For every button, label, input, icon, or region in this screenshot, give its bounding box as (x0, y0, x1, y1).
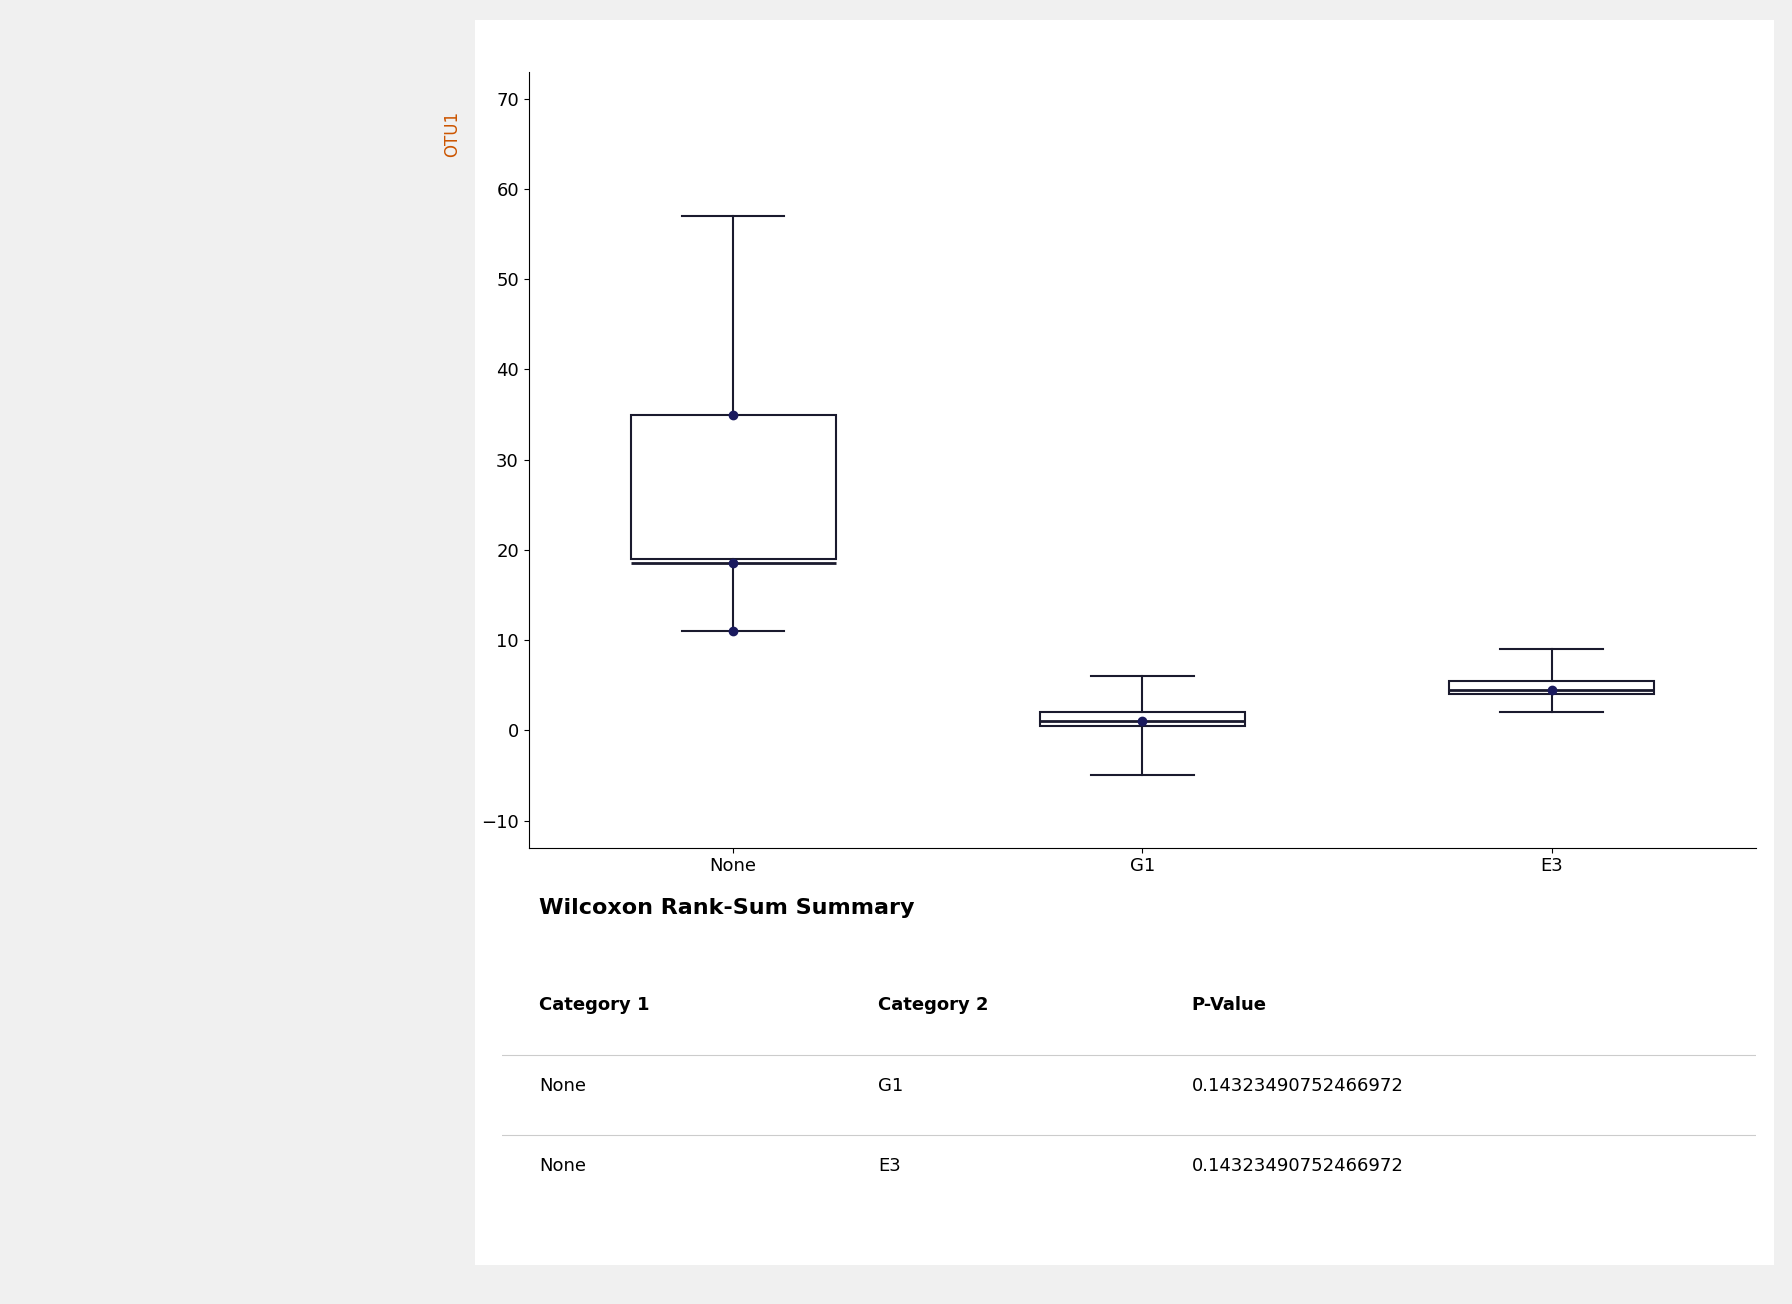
Text: G1: G1 (878, 1077, 903, 1094)
Text: 0.14323490752466972: 0.14323490752466972 (1192, 1077, 1403, 1094)
Text: 0.14323490752466972: 0.14323490752466972 (1192, 1157, 1403, 1175)
Text: P-Value: P-Value (1192, 996, 1267, 1015)
Text: Wilcoxon Rank-Sum Summary: Wilcoxon Rank-Sum Summary (539, 897, 916, 918)
Y-axis label: OTU1: OTU1 (443, 111, 461, 156)
Text: None: None (539, 1077, 586, 1094)
Text: E3: E3 (878, 1157, 901, 1175)
Text: None: None (539, 1157, 586, 1175)
PathPatch shape (1450, 681, 1654, 694)
PathPatch shape (1039, 712, 1245, 726)
Text: Category 1: Category 1 (539, 996, 650, 1015)
Text: Category 2: Category 2 (878, 996, 989, 1015)
PathPatch shape (631, 415, 835, 559)
